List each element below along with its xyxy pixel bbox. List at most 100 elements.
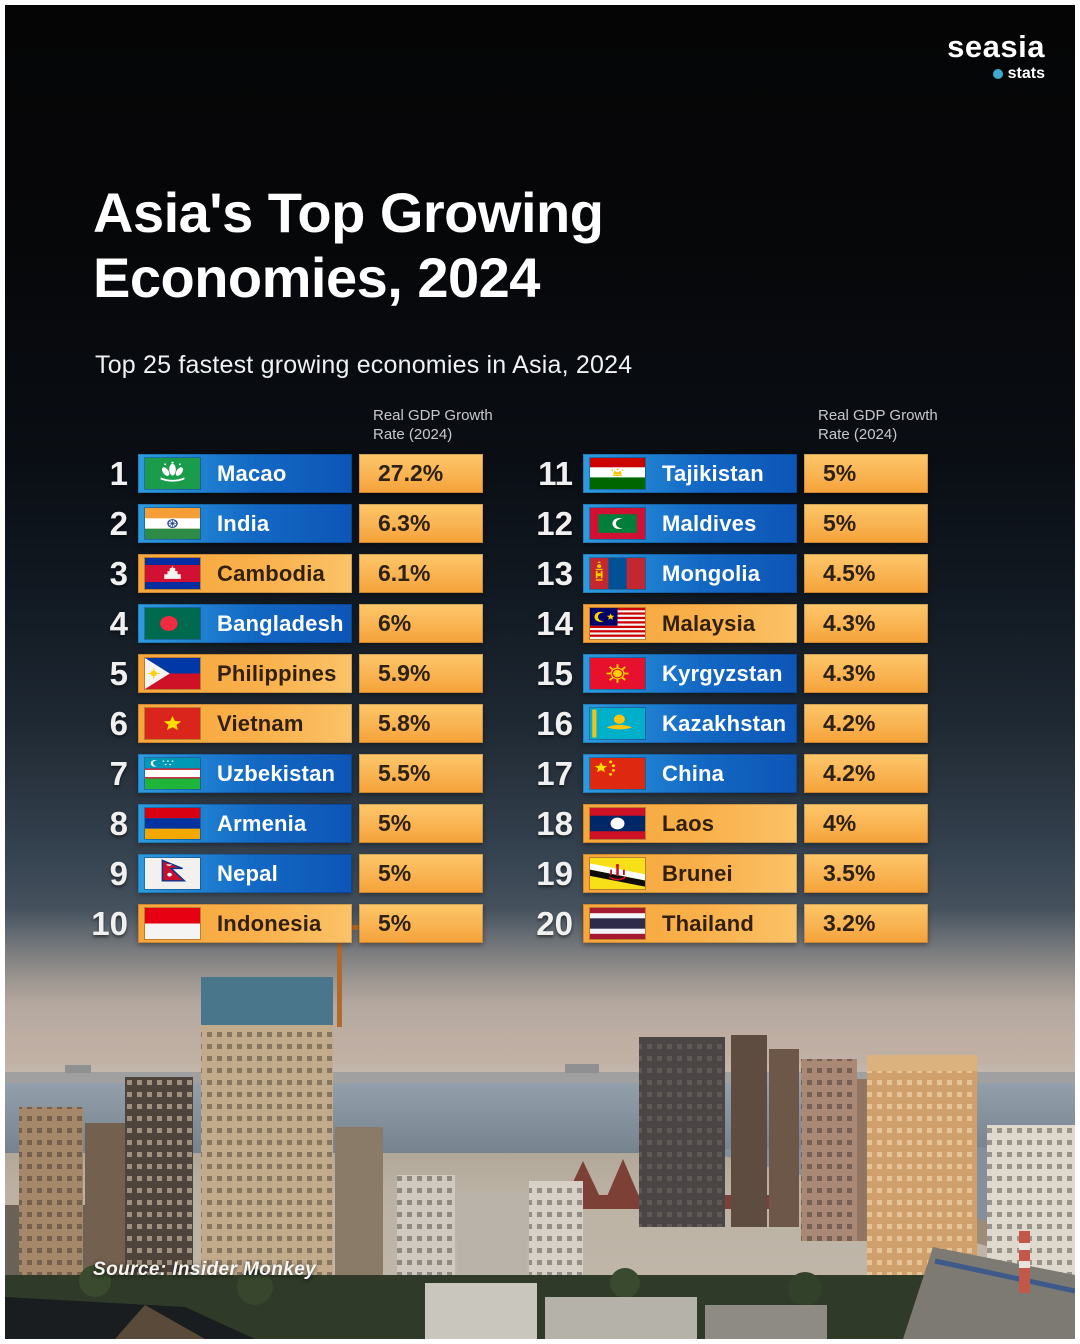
value-bar-segment: 5.9% [359,654,483,693]
value-bar-segment: 5% [359,904,483,943]
rank-label: 8 [109,804,128,842]
country-label: Malaysia [662,610,756,636]
country-bar-segment: Nepal [138,854,352,893]
flag-laos-icon [590,808,645,839]
value-bar-segment: 27.2% [359,454,483,493]
rank-label: 16 [536,704,573,742]
country-label: Nepal [217,860,278,886]
value-bar-segment: 4.3% [804,654,928,693]
flag-maldives-icon [590,508,645,539]
country-label: Laos [662,810,715,836]
country-bar-segment: Kazakhstan [583,704,797,743]
value-bar-segment: 5% [804,504,928,543]
table-row: 1 Macao 27.2% [80,454,483,493]
table-row: 5 Philippines 5.9% [80,654,483,693]
value-bar-segment: 5% [359,854,483,893]
country-label: Bangladesh [217,610,344,636]
value-column-header-left: Real GDP Growth Rate (2024) [373,407,493,443]
table-row: 7 Uzbekistan 5.5% [80,754,483,793]
country-label: Kazakhstan [662,710,787,736]
country-label: Vietnam [217,710,304,736]
growth-bar: Indonesia 5% [138,904,483,943]
value-bar-segment: 4% [804,804,928,843]
table-row: 15 Kyrgyzstan 4.3% [525,654,928,693]
country-bar-segment: India [138,504,352,543]
table-row: 10 Indonesia 5% [80,904,483,943]
growth-bar: Nepal 5% [138,854,483,893]
growth-rate-value: 5.9% [378,660,431,686]
country-bar-segment: Philippines [138,654,352,693]
rank-label: 19 [536,854,573,892]
source-credit: Source: Insider Monkey [93,1259,317,1280]
flag-brunei-icon [590,858,645,889]
rank-label: 9 [109,854,128,892]
flag-kazakhstan-icon [590,708,645,739]
country-label: Uzbekistan [217,760,336,786]
page-title-line2: Economies, 2024 [93,245,540,309]
value-column-header-right: Real GDP Growth Rate (2024) [818,407,938,443]
flag-kyrgyzstan-icon [590,658,645,689]
table-row: 17 China 4.2% [525,754,928,793]
growth-bar: Maldives 5% [583,504,928,543]
foreground [5,1231,1075,1339]
growth-rate-value: 4.3% [823,610,876,636]
value-bar-segment: 6.1% [359,554,483,593]
value-bar-segment: 5% [804,454,928,493]
brand-name: seasia [947,29,1045,64]
stats-dot-icon [992,69,1003,79]
growth-bar: Armenia 5% [138,804,483,843]
flag-china-icon [590,758,645,789]
table-row: 18 Laos 4% [525,804,928,843]
table-row: 8 Armenia 5% [80,804,483,843]
growth-bar: Laos 4% [583,804,928,843]
country-label: Cambodia [217,560,325,586]
growth-rate-value: 6.1% [378,560,431,586]
value-bar-segment: 4.3% [804,604,928,643]
rank-label: 2 [109,504,128,542]
growth-rate-value: 5.8% [378,710,431,736]
flag-mongolia-icon [590,558,645,589]
growth-rate-value: 27.2% [378,460,444,486]
country-bar-segment: Tajikistan [583,454,797,493]
growth-bar: India 6.3% [138,504,483,543]
country-label: Tajikistan [662,460,764,486]
growth-bar: Kazakhstan 4.2% [583,704,928,743]
flag-tajikistan-icon [590,458,645,489]
growth-rate-value: 4.3% [823,660,876,686]
flag-malaysia-icon [590,608,645,639]
growth-rate-value: 5% [378,910,412,936]
table-row: 16 Kazakhstan 4.2% [525,704,928,743]
table-row: 3 Cambodia 6.1% [80,554,483,593]
flag-uzbekistan-icon [145,758,200,789]
table-row: 12 Maldives 5% [525,504,928,543]
rank-label: 4 [109,604,128,642]
growth-bar: China 4.2% [583,754,928,793]
growth-rate-value: 5% [378,810,412,836]
table-row: 13 Mongolia 4.5% [525,554,928,593]
table-row: 4 Bangladesh 6% [80,604,483,643]
flag-india-icon [145,508,200,539]
table-row: 14 Malaysia 4.3% [525,604,928,643]
country-label: Philippines [217,660,337,686]
page-title: Asia's Top Growing Economies, 2024 [93,181,604,311]
ranking-column-left: Real GDP Growth Rate (2024) 1 Macao 27.2… [80,407,493,954]
growth-rate-value: 3.2% [823,910,876,936]
growth-rate-value: 4.5% [823,560,876,586]
growth-bar: Cambodia 6.1% [138,554,483,593]
country-bar-segment: Kyrgyzstan [583,654,797,693]
value-bar-segment: 5.5% [359,754,483,793]
growth-bar: Tajikistan 5% [583,454,928,493]
ranking-column-right: Real GDP Growth Rate (2024) 11 Tajikista… [525,407,938,954]
value-bar-segment: 3.2% [804,904,928,943]
growth-bar: Mongolia 4.5% [583,554,928,593]
country-bar-segment: China [583,754,797,793]
value-bar-segment: 5% [359,804,483,843]
growth-bar: Macao 27.2% [138,454,483,493]
country-bar-segment: Mongolia [583,554,797,593]
page-title-line1: Asia's Top Growing [93,181,604,244]
country-bar-segment: Vietnam [138,704,352,743]
table-row: 6 Vietnam 5.8% [80,704,483,743]
growth-rate-value: 6.3% [378,510,431,536]
country-label: China [662,760,725,786]
growth-rate-value: 5% [823,460,857,486]
